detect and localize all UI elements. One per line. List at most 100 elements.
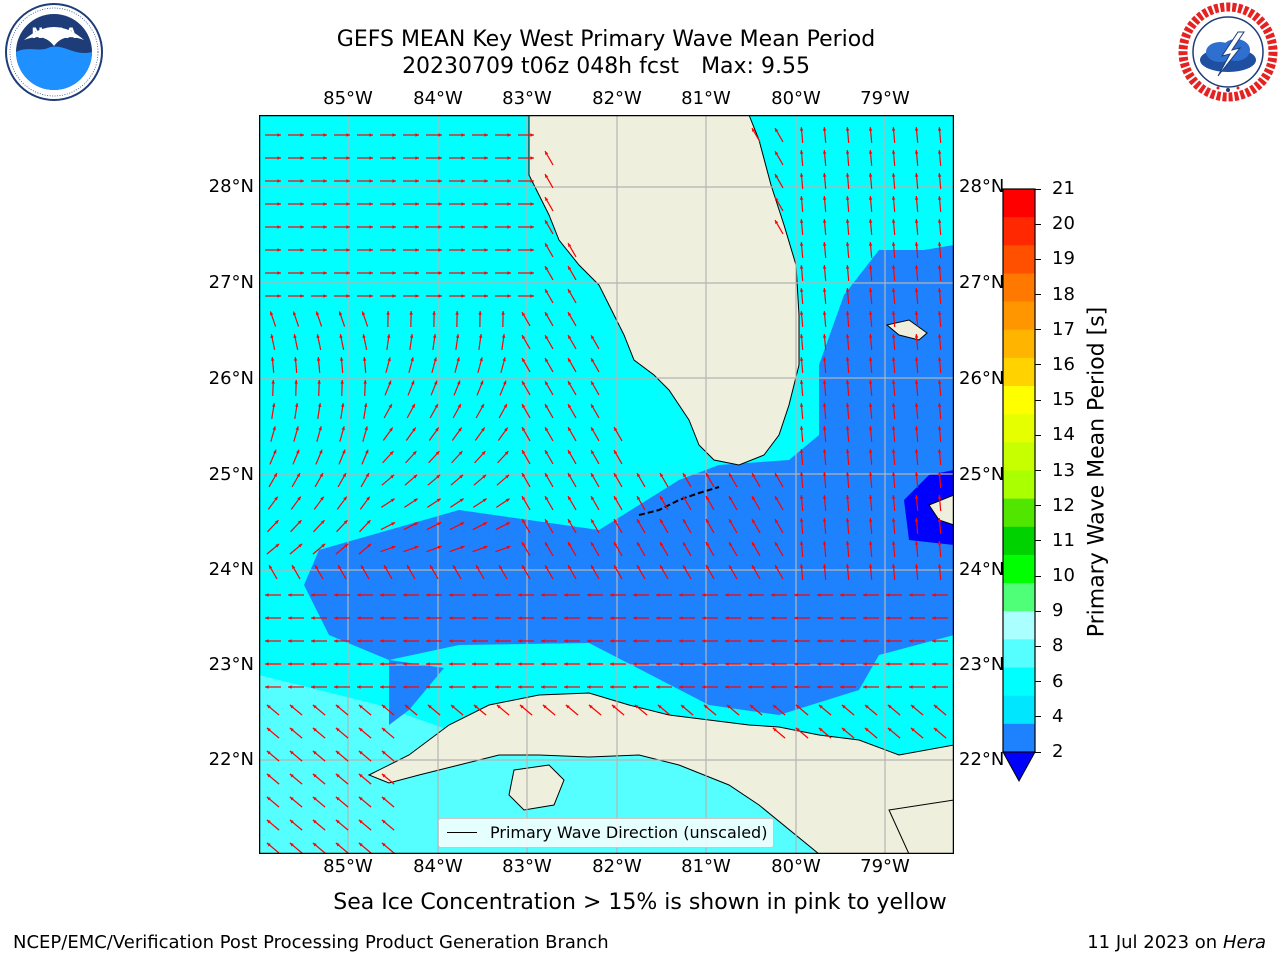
colorbar-extend-triangle	[1002, 751, 1036, 783]
wave-arrow-head	[277, 294, 281, 298]
wave-arrow-head	[518, 639, 522, 643]
wave-arrow-head	[568, 358, 572, 363]
wave-arrow-head	[438, 133, 442, 137]
wave-arrow-head	[461, 294, 465, 298]
lat-label-right-24n: 24°N	[959, 559, 1005, 580]
wave-arrow-head	[937, 380, 942, 384]
wave-arrow-head	[384, 565, 388, 570]
wave-arrow-head	[392, 271, 396, 275]
wave-arrow-head	[426, 593, 430, 597]
wave-arrow-head	[822, 449, 827, 453]
lon-label-top-83w: 83°W	[502, 88, 552, 109]
wave-arrow-head	[610, 685, 614, 689]
wave-arrow-head	[545, 381, 549, 386]
wave-arrow-head	[430, 565, 434, 570]
wave-arrow-head	[503, 380, 507, 385]
wave-arrow-head	[426, 685, 430, 689]
wave-arrow-head	[288, 616, 292, 620]
colorbar-band	[1003, 639, 1035, 669]
wave-arrow-head	[822, 426, 827, 430]
wave-arrow-head	[369, 225, 373, 229]
wave-arrow-head	[706, 542, 710, 547]
wave-arrow-head	[438, 248, 442, 252]
wave-arrow-head	[277, 202, 281, 206]
wave-arrow-head	[545, 174, 549, 179]
wave-arrow-head	[530, 202, 534, 206]
wave-arrow-head	[634, 704, 639, 709]
wave-arrow-head	[868, 380, 873, 384]
wave-arrow-head	[683, 473, 687, 478]
wave-arrow-head	[702, 685, 706, 689]
wave-arrow-head	[426, 639, 430, 643]
wave-arrow-head	[891, 242, 896, 246]
wave-arrow-head	[362, 334, 366, 339]
wave-arrow-head	[891, 472, 896, 476]
wave-arrow-head	[358, 796, 363, 801]
wave-arrow-head	[891, 196, 896, 200]
colorbar-tick-label: 11	[1052, 529, 1075, 551]
wave-arrow-head	[822, 265, 827, 269]
wave-arrow-head	[295, 426, 299, 431]
wave-arrow-head	[340, 403, 345, 407]
wave-arrow-head	[914, 311, 919, 315]
colorbar-band	[1003, 723, 1035, 753]
wave-arrow-head	[891, 219, 896, 223]
wave-arrow-head	[868, 403, 873, 407]
colorbar-tick-label: 19	[1052, 248, 1075, 270]
wave-arrow-head	[545, 519, 549, 524]
footer-date: 11 Jul 2023 on Hera	[1087, 932, 1266, 953]
wave-arrow-head	[311, 593, 315, 597]
wave-arrow-head	[706, 565, 710, 570]
wave-arrow-head	[437, 522, 442, 526]
wave-arrow-head	[380, 662, 384, 666]
bahamas-land-2	[928, 494, 954, 526]
wave-arrow-head	[434, 380, 438, 385]
wave-arrow-head	[472, 639, 476, 643]
lat-label-left-24n: 24°N	[208, 559, 254, 580]
wave-arrow-head	[346, 133, 350, 137]
wave-arrow-head	[266, 750, 271, 755]
wave-arrow-head	[362, 357, 367, 361]
wave-arrow-head	[545, 197, 549, 202]
wave-arrow-head	[591, 404, 595, 409]
lat-label-left-23n: 23°N	[208, 654, 254, 675]
wave-arrow-head	[845, 150, 850, 154]
wave-arrow-head	[565, 704, 570, 709]
colorbar-band	[1003, 526, 1035, 556]
wave-arrow-head	[775, 565, 779, 570]
wave-arrow-head	[886, 685, 890, 689]
wave-arrow-head	[461, 225, 465, 229]
wave-arrow-head	[775, 174, 779, 179]
wave-arrow-head	[480, 380, 484, 385]
wave-arrow-head	[845, 311, 850, 315]
wave-arrow-head	[300, 294, 304, 298]
wave-arrow-head	[335, 773, 340, 778]
wave-arrow-head	[568, 473, 572, 478]
colorbar-tick-label: 17	[1052, 318, 1075, 340]
wave-arrow-head	[932, 593, 936, 597]
colorbar-bands	[1003, 189, 1035, 753]
wave-arrow-head	[365, 449, 369, 454]
wave-arrow-head	[822, 127, 827, 131]
wave-arrow-head	[484, 133, 488, 137]
colorbar-tick-label: 15	[1052, 389, 1075, 411]
wave-arrow-head	[748, 593, 752, 597]
wave-arrow-head	[320, 496, 324, 501]
wave-arrow-head	[481, 451, 486, 455]
wave-arrow-head	[449, 662, 453, 666]
wave-arrow-head	[461, 133, 465, 137]
wave-arrow-head	[610, 662, 614, 666]
lon-label-top-84w: 84°W	[413, 88, 463, 109]
wave-arrow-head	[522, 473, 526, 478]
wave-arrow-head	[822, 150, 827, 154]
wave-arrow-head	[568, 289, 572, 294]
wave-arrow-head	[427, 704, 432, 709]
wave-arrow-head	[484, 294, 488, 298]
wave-arrow-head	[369, 271, 373, 275]
wave-arrow-head	[294, 403, 299, 407]
wave-arrow-head	[656, 593, 660, 597]
wave-arrow-head	[909, 616, 913, 620]
wave-arrow-head	[933, 704, 938, 709]
wave-arrow-head	[937, 357, 942, 361]
wave-arrow-head	[432, 334, 437, 338]
